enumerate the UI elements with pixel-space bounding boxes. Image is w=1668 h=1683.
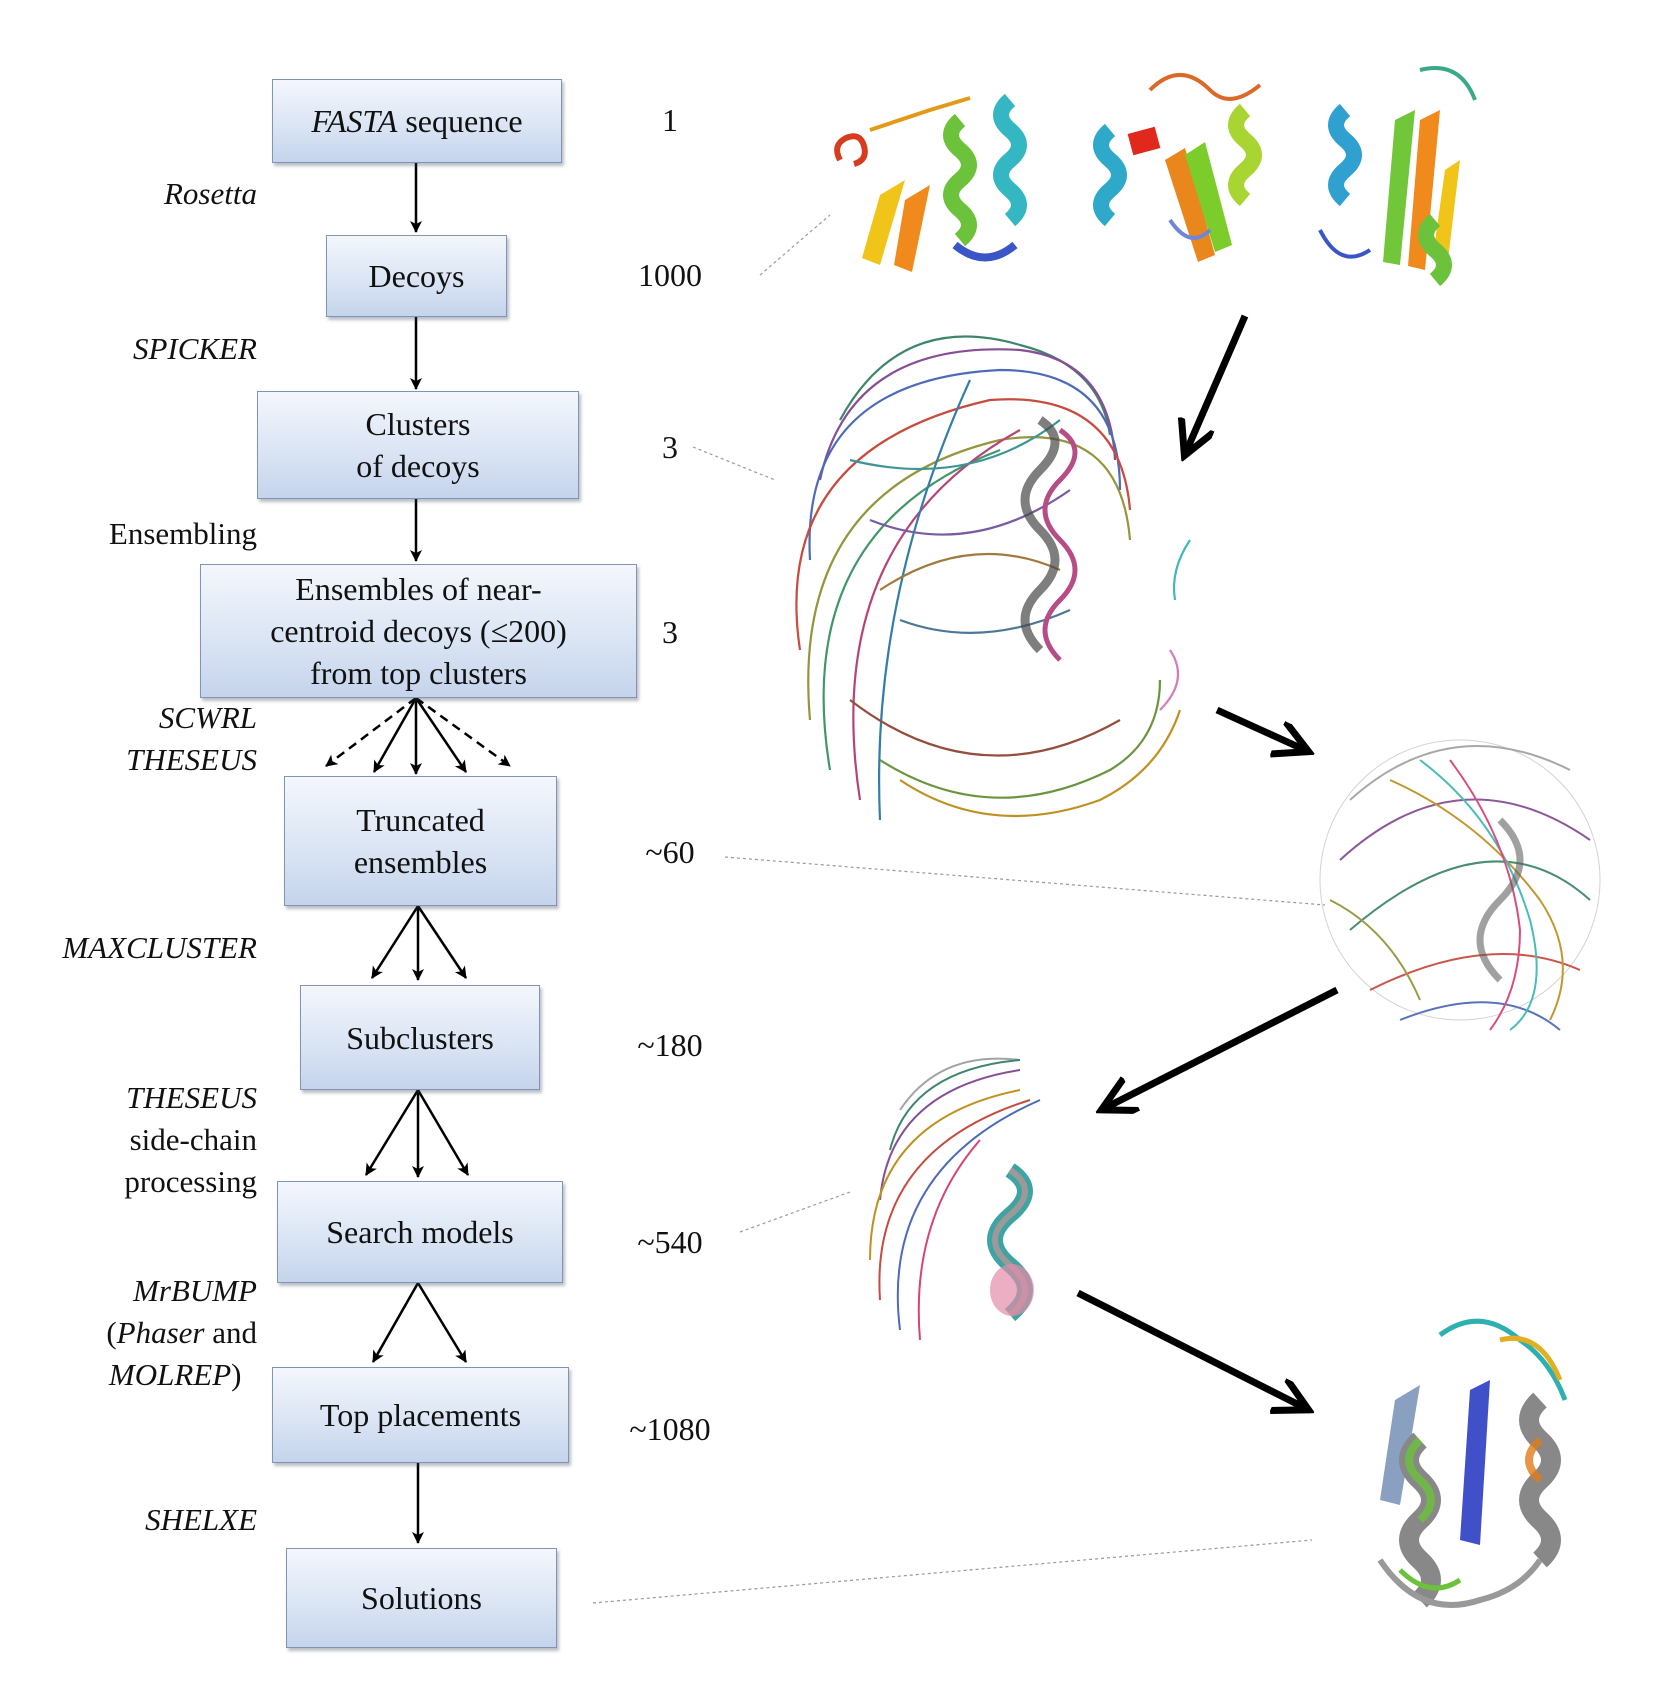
tool-molrep: MOLREP: [108, 1357, 232, 1392]
arrow-search-left: [364, 1089, 420, 1176]
box-search-label: Search models: [326, 1214, 514, 1250]
paren-open: (: [106, 1315, 117, 1350]
box-subclusters-label: Subclusters: [346, 1019, 494, 1056]
box-top-placements: Top placements: [272, 1367, 569, 1463]
tool-sidechain-1: side-chain: [129, 1122, 257, 1157]
box-ensembles-line-1: Ensembles of near-: [295, 571, 542, 607]
arrow-sub-right: [416, 905, 468, 979]
tool-theseus-sidechain: THESEUS side-chain processing: [124, 1077, 257, 1203]
tool-rosetta: Rosetta: [164, 176, 257, 211]
box-search-models: Search models: [277, 1181, 563, 1283]
tool-phaser: Phaser: [116, 1315, 205, 1350]
box-clusters-line-2: of decoys: [356, 448, 480, 484]
box-truncated-line-1: Truncated: [356, 802, 485, 838]
tool-sidechain-2: processing: [124, 1164, 257, 1199]
superposed-ensemble-icon: [795, 335, 1191, 821]
count-fasta: 1: [662, 102, 678, 138]
tool-ensembling: Ensembling: [108, 516, 257, 551]
fasta-suffix: sequence: [397, 103, 523, 139]
arrow-fan-left: [372, 697, 418, 773]
arrow-search-right: [416, 1089, 470, 1176]
box-truncated-line-2: ensembles: [353, 844, 488, 880]
arrow-fan-dashed-left: [325, 697, 417, 767]
guide-line-search: [739, 1191, 851, 1233]
solution-cartoon-icon: [1377, 1318, 1568, 1608]
count-search-models: ~540: [637, 1224, 703, 1260]
tool-molrep-line: MOLREP): [106, 1354, 257, 1396]
arrow-top-right: [416, 1282, 468, 1363]
tool-spicker: SPICKER: [133, 331, 257, 366]
arrow-sub-left: [370, 905, 420, 979]
box-top-label: Top placements: [319, 1397, 522, 1433]
rainbow-cartoon-protein-icon: [834, 93, 1027, 272]
tool-mrbump-programs: (Phaser and: [106, 1312, 257, 1354]
box-subclusters: Subclusters: [300, 985, 540, 1090]
box-fasta-label: FASTA sequence: [311, 100, 522, 142]
arrow-top-left: [371, 1282, 420, 1363]
count-truncated: ~60: [645, 834, 695, 870]
count-clusters: 3: [662, 429, 678, 465]
tool-theseus-2: THESEUS: [126, 1080, 257, 1115]
tool-scwrl: SCWRL: [158, 700, 257, 735]
rainbow-cartoon-protein-icon-2: [1093, 73, 1262, 262]
box-ensembles: Ensembles of near- centroid decoys (≤200…: [200, 564, 637, 698]
box-clusters-line-1: Clusters: [365, 406, 471, 442]
big-arrow-4: [1076, 1289, 1305, 1408]
box-truncated-ensembles: Truncated ensembles: [284, 776, 557, 906]
box-solutions: Solutions: [286, 1548, 557, 1648]
tool-shelxe: SHELXE: [145, 1502, 257, 1537]
box-ensembles-line-3: from top clusters: [310, 655, 527, 691]
truncated-ensemble-icon: [1319, 739, 1601, 1031]
count-ensembles: 3: [662, 614, 678, 650]
box-decoys: Decoys: [326, 235, 507, 317]
search-model-icon: [869, 1057, 1041, 1341]
tool-theseus-1: THESEUS: [126, 742, 257, 777]
paren-close: ): [231, 1357, 242, 1392]
rainbow-cartoon-protein-icon-3: [1318, 66, 1477, 287]
box-decoys-label: Decoys: [368, 258, 465, 294]
guide-line-solutions: [592, 1539, 1313, 1604]
tool-scwrl-theseus: SCWRL THESEUS: [126, 697, 257, 781]
count-subclusters: ~180: [637, 1027, 703, 1063]
fasta-italic: FASTA: [311, 103, 398, 139]
box-solutions-label: Solutions: [361, 1580, 482, 1616]
arrow-fan-dashed-right: [415, 696, 511, 768]
big-arrow-1: [1186, 314, 1249, 452]
box-fasta-sequence: FASTA sequence: [272, 79, 562, 163]
tool-maxcluster: MAXCLUSTER: [62, 930, 257, 965]
big-arrow-2: [1215, 706, 1305, 750]
and-word: and: [204, 1315, 257, 1350]
big-arrow-3: [1105, 986, 1339, 1108]
box-clusters-of-decoys: Clusters of decoys: [257, 391, 579, 499]
guide-line-truncated: [724, 856, 1326, 906]
box-ensembles-line-2: centroid decoys (≤200): [270, 613, 567, 649]
count-top-placements: ~1080: [629, 1411, 711, 1447]
arrow-fan-right: [414, 697, 468, 773]
guide-line-clusters: [692, 446, 776, 481]
count-decoys: 1000: [638, 257, 702, 293]
tool-mrbump: MrBUMP (Phaser and MOLREP): [106, 1270, 257, 1396]
tool-mrbump-name: MrBUMP: [133, 1273, 257, 1308]
